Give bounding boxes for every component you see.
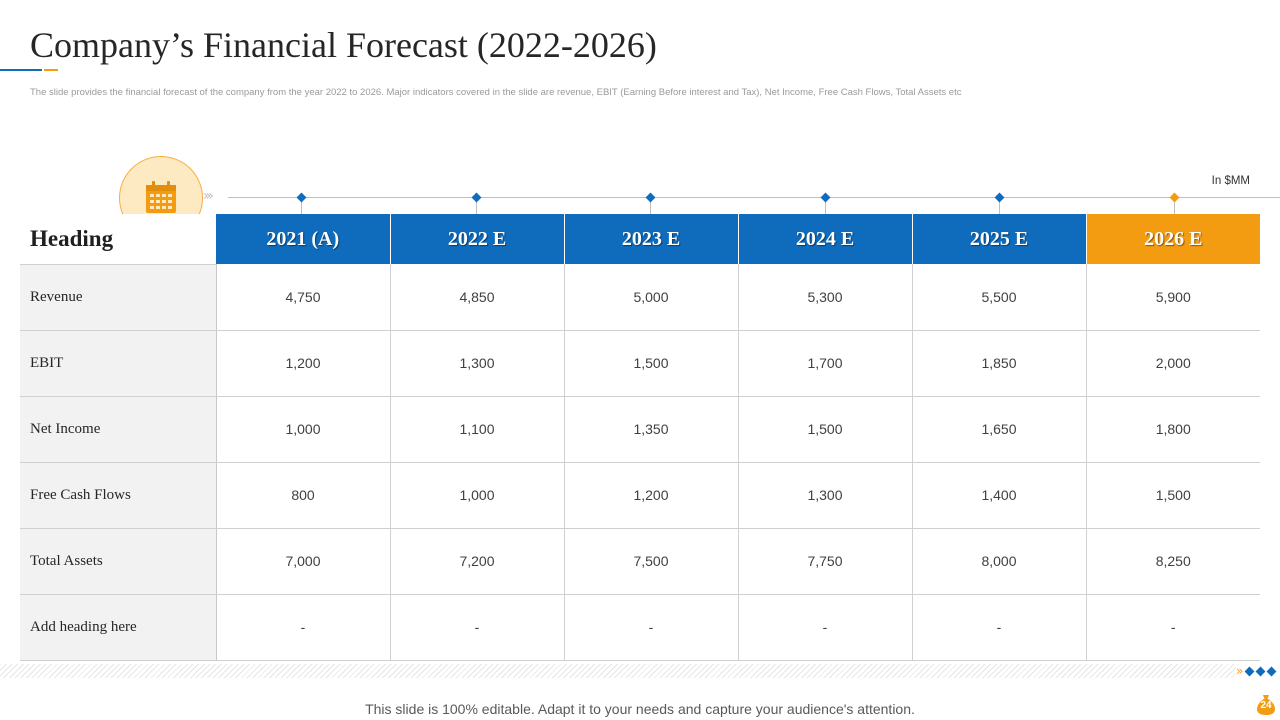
table-cell: 8,000	[912, 528, 1087, 595]
row-label: Free Cash Flows	[20, 462, 217, 529]
row-label: Revenue	[20, 264, 217, 331]
table-cell: -	[564, 594, 739, 661]
timeline-marker	[471, 192, 482, 203]
table-cell: 7,200	[390, 528, 565, 595]
table-cell: 1,000	[390, 462, 565, 529]
table-cell: 8,250	[1086, 528, 1260, 595]
table-row: Net Income 1,000 1,100 1,350 1,500 1,650…	[20, 396, 1260, 463]
table-cell: 1,300	[738, 462, 913, 529]
table-cell: -	[216, 594, 391, 661]
slide-subtitle: The slide provides the financial forecas…	[30, 87, 962, 98]
table-cell: 1,500	[1086, 462, 1260, 529]
page-number-badge: 24	[1257, 695, 1275, 715]
year-header: 2025 E	[912, 214, 1087, 264]
footer-note: This slide is 100% editable. Adapt it to…	[365, 701, 915, 717]
table-cell: 1,200	[564, 462, 739, 529]
timeline-stem	[999, 199, 1000, 215]
calendar-icon	[146, 181, 176, 213]
row-label: EBIT	[20, 330, 217, 397]
timeline-stem	[476, 199, 477, 215]
table-cell: 5,500	[912, 264, 1087, 331]
row-label: Total Assets	[20, 528, 217, 595]
diamond-icon	[1266, 666, 1277, 676]
table-cell: 5,000	[564, 264, 739, 331]
table-cell: 4,850	[390, 264, 565, 331]
table-cell: -	[912, 594, 1087, 661]
year-header: 2021 (A)	[216, 214, 391, 264]
page-number: 24	[1260, 700, 1272, 711]
timeline-stem	[825, 199, 826, 215]
table-cell: -	[1086, 594, 1260, 661]
unit-label: In $MM	[1211, 175, 1250, 187]
timeline-chevrons-icon: ›››	[203, 188, 214, 204]
table-cell: 1,000	[216, 396, 391, 463]
year-header: 2024 E	[738, 214, 913, 264]
footer-decoration: »	[1236, 664, 1277, 678]
row-label: Net Income	[20, 396, 217, 463]
year-header: 2023 E	[564, 214, 739, 264]
table-header-row: Heading 2021 (A) 2022 E 2023 E 2024 E 20…	[20, 214, 1260, 265]
table-cell: 1,300	[390, 330, 565, 397]
timeline-stem	[301, 199, 302, 215]
table-cell: 1,500	[564, 330, 739, 397]
table-cell: 1,400	[912, 462, 1087, 529]
diamond-icon	[1255, 666, 1266, 676]
table-row: Revenue 4,750 4,850 5,000 5,300 5,500 5,…	[20, 264, 1260, 331]
timeline-marker	[645, 192, 656, 203]
table-cell: -	[390, 594, 565, 661]
timeline-marker	[820, 192, 831, 203]
year-header: 2022 E	[390, 214, 565, 264]
table-row: Add heading here - - - - - -	[20, 594, 1260, 661]
title-underline-blue	[0, 69, 42, 71]
table-cell: 1,650	[912, 396, 1087, 463]
table-cell: 5,900	[1086, 264, 1260, 331]
table-cell: 1,350	[564, 396, 739, 463]
timeline-line	[228, 197, 1280, 198]
money-bag-icon	[1257, 695, 1275, 715]
table-cell: 1,100	[390, 396, 565, 463]
diamond-icon	[1244, 666, 1255, 676]
row-label: Add heading here	[20, 594, 217, 661]
table-row: EBIT 1,200 1,300 1,500 1,700 1,850 2,000	[20, 330, 1260, 397]
slide-title: Company’s Financial Forecast (2022-2026)	[30, 25, 657, 65]
heading-label: Heading	[20, 214, 216, 265]
table-cell: 800	[216, 462, 391, 529]
table-row: Free Cash Flows 800 1,000 1,200 1,300 1,…	[20, 462, 1260, 529]
timeline-stem	[650, 199, 651, 215]
table-cell: 1,850	[912, 330, 1087, 397]
title-underline-orange	[44, 69, 58, 71]
table-cell: 7,750	[738, 528, 913, 595]
table-cell: -	[738, 594, 913, 661]
table-cell: 7,000	[216, 528, 391, 595]
timeline-marker	[994, 192, 1005, 203]
timeline-stem	[1174, 199, 1175, 215]
table-cell: 7,500	[564, 528, 739, 595]
table-cell: 5,300	[738, 264, 913, 331]
timeline-marker	[296, 192, 307, 203]
table-cell: 1,200	[216, 330, 391, 397]
footer-hatch-band	[0, 664, 1236, 678]
table-cell: 4,750	[216, 264, 391, 331]
table-cell: 1,700	[738, 330, 913, 397]
table-cell: 2,000	[1086, 330, 1260, 397]
table-cell: 1,500	[738, 396, 913, 463]
table-cell: 1,800	[1086, 396, 1260, 463]
forecast-table: Heading 2021 (A) 2022 E 2023 E 2024 E 20…	[20, 214, 1260, 661]
timeline-marker	[1169, 192, 1180, 203]
year-header: 2026 E	[1086, 214, 1260, 264]
table-row: Total Assets 7,000 7,200 7,500 7,750 8,0…	[20, 528, 1260, 595]
double-chevron-icon: »	[1236, 664, 1244, 678]
